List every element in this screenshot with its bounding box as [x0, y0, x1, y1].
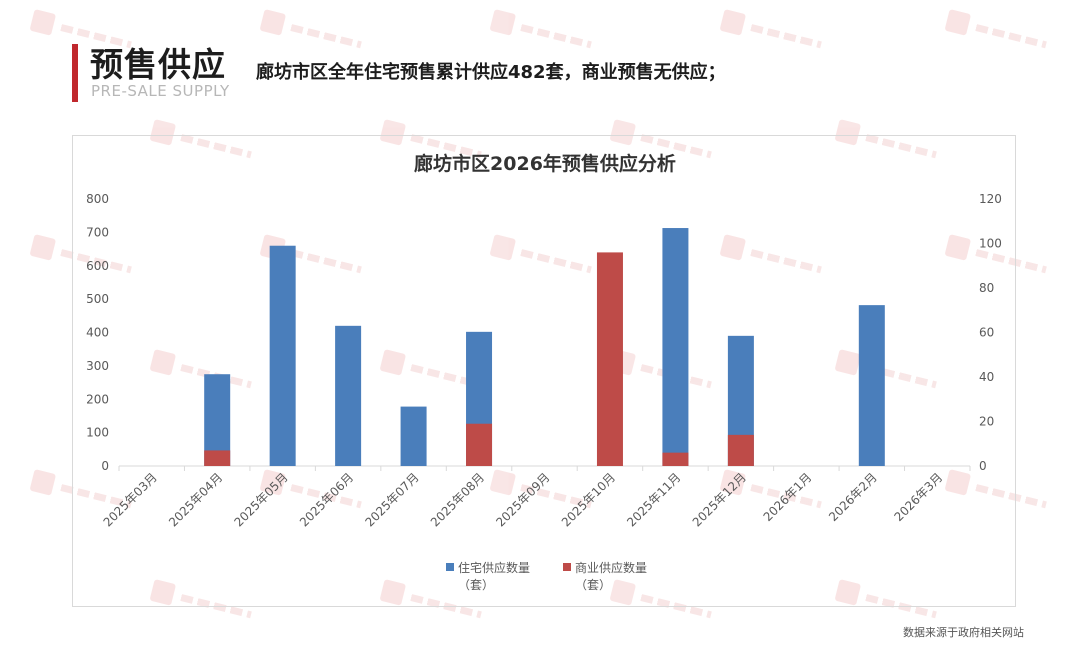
watermark-logo	[943, 7, 1057, 63]
chart-panel: 廊坊市区2026年预售供应分析 0 100 200 300 400 500 600 700 800…	[72, 135, 1016, 607]
legend-swatch	[446, 563, 454, 571]
x-category-label: 2026年3月	[892, 470, 946, 524]
commercial-bar	[662, 452, 689, 466]
x-category-label: 2025年11月	[624, 470, 683, 529]
x-category-label: 2025年08月	[428, 470, 487, 529]
x-category-label: 2025年04月	[166, 470, 225, 529]
x-category-label: 2025年03月	[101, 470, 160, 529]
watermark-logo	[488, 7, 602, 63]
supply-bar-chart: 廊坊市区2026年预售供应分析0100200300400500600700800…	[86, 152, 1002, 592]
y-left-tick-label: 400	[86, 326, 109, 340]
x-category-label: 2025年09月	[493, 470, 552, 529]
y-right-tick-label: 100	[979, 237, 1002, 251]
page-title: 预售供应	[90, 45, 226, 84]
y-left-tick-label: 0	[101, 459, 109, 473]
watermark-logo	[258, 7, 372, 63]
x-category-label: 2026年2月	[826, 470, 880, 524]
watermark-logo	[718, 7, 832, 63]
source-note: 数据来源于政府相关网站	[903, 626, 1024, 639]
chart-title: 廊坊市区2026年预售供应分析	[414, 152, 676, 175]
y-left-tick-label: 700	[86, 225, 109, 239]
y-right-tick-label: 40	[979, 370, 994, 384]
y-left-tick-label: 300	[86, 359, 109, 373]
x-category-label: 2026年1月	[761, 470, 815, 524]
y-right-tick-label: 120	[979, 192, 1002, 206]
residential-bar	[269, 245, 296, 466]
x-category-label: 2025年12月	[690, 470, 749, 529]
x-category-label: 2025年10月	[559, 470, 618, 529]
commercial-bar	[596, 252, 623, 466]
y-right-tick-label: 20	[979, 415, 994, 429]
page-subtitle: PRE-SALE SUPPLY	[91, 82, 230, 100]
residential-bar	[335, 325, 362, 466]
y-left-tick-label: 100	[86, 426, 109, 440]
headline-text: 廊坊市区全年住宅预售累计供应482套，商业预售无供应；	[256, 62, 726, 83]
legend-label: 商业供应数量（套）	[575, 560, 647, 592]
title-accent-bar	[72, 44, 78, 102]
y-left-tick-label: 600	[86, 259, 109, 273]
y-left-tick-label: 200	[86, 392, 109, 406]
legend-label: 住宅供应数量（套）	[458, 560, 530, 592]
legend-swatch	[563, 563, 571, 571]
y-right-tick-label: 0	[979, 459, 987, 473]
x-category-label: 2025年05月	[232, 470, 291, 529]
y-right-tick-label: 60	[979, 326, 994, 340]
commercial-bar	[727, 434, 754, 466]
x-category-label: 2025年07月	[362, 470, 421, 529]
y-left-tick-label: 500	[86, 292, 109, 306]
commercial-bar	[466, 423, 493, 466]
commercial-bar	[204, 450, 231, 466]
x-category-label: 2025年06月	[297, 470, 356, 529]
residential-bar	[662, 228, 689, 466]
residential-bar	[400, 406, 427, 466]
y-left-tick-label: 800	[86, 192, 109, 206]
residential-bar	[858, 305, 885, 466]
y-right-tick-label: 80	[979, 281, 994, 295]
